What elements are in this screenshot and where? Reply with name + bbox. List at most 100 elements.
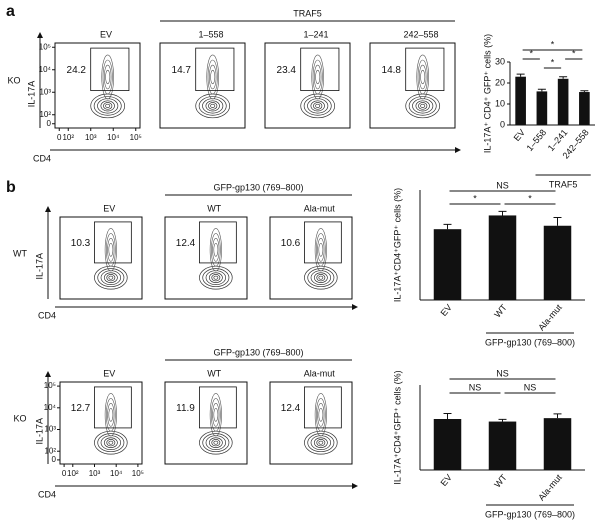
plot-title: Ala-mut bbox=[304, 368, 336, 378]
contour bbox=[310, 100, 325, 112]
y-axis-label: IL-17A bbox=[34, 418, 44, 445]
contour bbox=[312, 59, 323, 95]
x-tick-label: 10⁴ bbox=[110, 469, 123, 478]
gate-percent: 14.8 bbox=[382, 65, 402, 76]
contour bbox=[93, 96, 122, 116]
significance-label: NS bbox=[469, 382, 482, 392]
contour bbox=[108, 242, 114, 257]
x-tick-label: 10⁵ bbox=[132, 469, 144, 478]
plot-title: EV bbox=[103, 368, 115, 378]
contour bbox=[420, 103, 426, 108]
contour bbox=[106, 439, 116, 447]
contour bbox=[318, 242, 324, 257]
panel-label: b bbox=[6, 179, 16, 196]
contour bbox=[212, 238, 220, 262]
row-label: KO bbox=[7, 76, 20, 86]
contour bbox=[209, 393, 222, 437]
contour bbox=[316, 274, 326, 282]
x-tick-label: Ala-mut bbox=[536, 302, 564, 333]
contour bbox=[317, 238, 325, 262]
bar bbox=[515, 76, 526, 125]
y-axis-label: IL-17A⁺CD4⁺GFP⁺ cells (%) bbox=[392, 370, 402, 484]
error-bar bbox=[553, 413, 562, 419]
y-tick-label: 10 bbox=[495, 98, 505, 108]
contour bbox=[405, 93, 441, 119]
contour bbox=[90, 93, 126, 119]
group-label: GFP-gp130 (769–800) bbox=[485, 509, 575, 519]
contour bbox=[304, 430, 338, 455]
contour bbox=[209, 228, 222, 272]
contour bbox=[212, 403, 220, 427]
panel-label: a bbox=[6, 3, 15, 20]
plot-frame bbox=[164, 381, 248, 465]
contour bbox=[108, 275, 114, 280]
contour bbox=[205, 270, 227, 285]
contour bbox=[211, 274, 221, 282]
x-tick-label: 0 bbox=[62, 469, 67, 478]
group-label: GFP-gp130 (769–800) bbox=[213, 182, 303, 192]
group-label: TRAF5 bbox=[549, 179, 578, 189]
contour bbox=[195, 93, 231, 119]
bar bbox=[433, 419, 462, 470]
plot-frame bbox=[269, 216, 353, 300]
plot-title: 1–241 bbox=[303, 29, 328, 39]
y-tick-label: 10⁴ bbox=[39, 65, 52, 74]
x-tick-label: WT bbox=[492, 302, 509, 320]
contour bbox=[415, 100, 430, 112]
y-tick-label: 0 bbox=[52, 455, 57, 464]
x-tick-label: EV bbox=[438, 472, 453, 488]
bar bbox=[488, 215, 517, 300]
contour bbox=[103, 102, 113, 110]
x-tick-label: 10³ bbox=[85, 133, 97, 142]
contour bbox=[318, 275, 324, 280]
contour bbox=[313, 102, 323, 110]
plot-frame bbox=[159, 42, 246, 129]
contour bbox=[101, 54, 114, 100]
contour bbox=[420, 69, 426, 85]
error-bar bbox=[537, 88, 546, 92]
gate bbox=[94, 386, 132, 429]
significance-label: * bbox=[551, 39, 555, 49]
plot-title: WT bbox=[207, 203, 221, 213]
contour bbox=[199, 430, 233, 455]
bar bbox=[557, 78, 569, 125]
contour bbox=[102, 59, 113, 95]
contour bbox=[314, 228, 327, 272]
x-tick-label: WT bbox=[492, 472, 509, 490]
contour bbox=[213, 440, 219, 445]
contour bbox=[103, 437, 118, 448]
contour bbox=[199, 265, 233, 290]
gate bbox=[304, 386, 342, 429]
contour bbox=[300, 93, 336, 119]
contour bbox=[208, 437, 223, 448]
contour bbox=[315, 69, 321, 85]
contour bbox=[418, 102, 428, 110]
contour bbox=[213, 275, 219, 280]
plot-title: Ala-mut bbox=[304, 203, 336, 213]
contour bbox=[108, 440, 114, 445]
bar bbox=[543, 225, 572, 300]
gate-percent: 10.3 bbox=[71, 238, 91, 249]
x-tick-label: Ala-mut bbox=[536, 472, 564, 503]
gate-percent: 12.7 bbox=[71, 403, 91, 414]
y-tick-label: 0 bbox=[47, 119, 52, 128]
plot-title: EV bbox=[103, 203, 115, 213]
plot-title: EV bbox=[100, 29, 112, 39]
contour bbox=[208, 272, 223, 283]
y-tick-label: 10⁴ bbox=[44, 403, 57, 412]
x-tick-label: 10³ bbox=[89, 469, 101, 478]
contour bbox=[307, 433, 335, 453]
contour bbox=[107, 403, 115, 427]
contour bbox=[100, 435, 122, 450]
contour bbox=[94, 265, 128, 290]
contour bbox=[303, 96, 332, 116]
contour bbox=[313, 437, 328, 448]
contour bbox=[108, 407, 114, 422]
contour bbox=[97, 98, 119, 114]
contour bbox=[205, 100, 220, 112]
contour bbox=[317, 403, 325, 427]
contour bbox=[107, 238, 115, 262]
error-bar bbox=[580, 90, 589, 93]
gate bbox=[195, 47, 235, 91]
